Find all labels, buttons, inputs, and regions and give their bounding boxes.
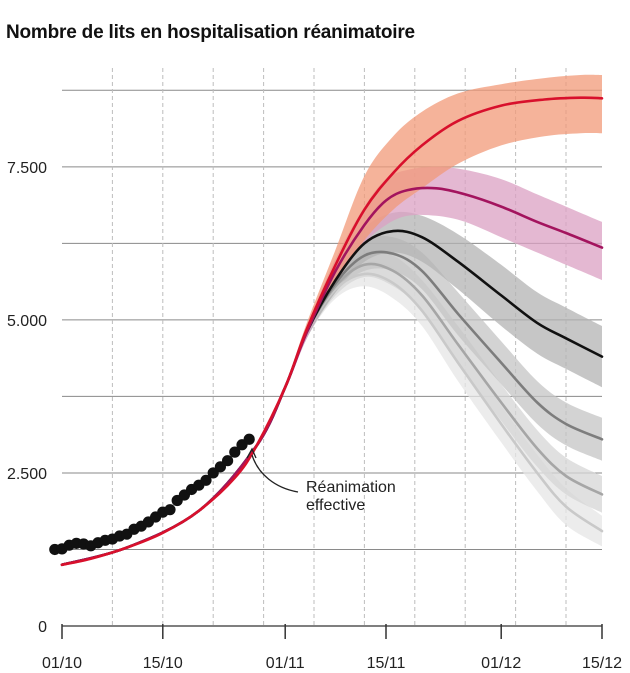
observed-point <box>222 455 234 467</box>
chart-title: Nombre de lits en hospitalisation réanim… <box>6 22 415 43</box>
x-axis-ticks <box>61 624 603 639</box>
x-axis-labels: 01/10 15/10 01/11 15/11 01/12 15/12 <box>42 655 622 672</box>
x-tick-label: 15/12 <box>582 655 622 672</box>
x-tick-label: 01/11 <box>266 655 305 672</box>
observed-point <box>200 474 212 486</box>
band-series-5 <box>62 250 602 566</box>
annotation: Réanimation effective <box>246 447 396 514</box>
observed-point <box>229 446 241 458</box>
x-tick-label: 15/11 <box>367 655 406 672</box>
y-tick-label: 7.500 <box>7 160 47 177</box>
y-tick-label: 2.500 <box>7 466 47 483</box>
annotation-line-2: effective <box>306 497 365 514</box>
x-tick-label: 15/10 <box>143 655 183 672</box>
annotation-arrow <box>251 454 299 493</box>
line-series-1 <box>60 96 604 567</box>
band-series-2 <box>62 166 602 567</box>
annotation-line-1: Réanimation <box>306 479 396 496</box>
observed-point <box>243 433 255 445</box>
x-tick-label: 01/10 <box>42 655 82 672</box>
x-tick-label: 01/12 <box>481 655 521 672</box>
annotation-arrowhead <box>246 447 257 459</box>
band-series-4 <box>62 235 602 566</box>
y-axis-labels: 0 2.500 5.000 7.500 <box>7 160 47 636</box>
y-tick-label: 0 <box>38 619 47 636</box>
y-tick-label: 5.000 <box>7 313 47 330</box>
observed-points <box>49 433 255 556</box>
observed-point <box>164 504 176 516</box>
series-lines <box>60 96 604 567</box>
band-series-1 <box>62 74 602 567</box>
